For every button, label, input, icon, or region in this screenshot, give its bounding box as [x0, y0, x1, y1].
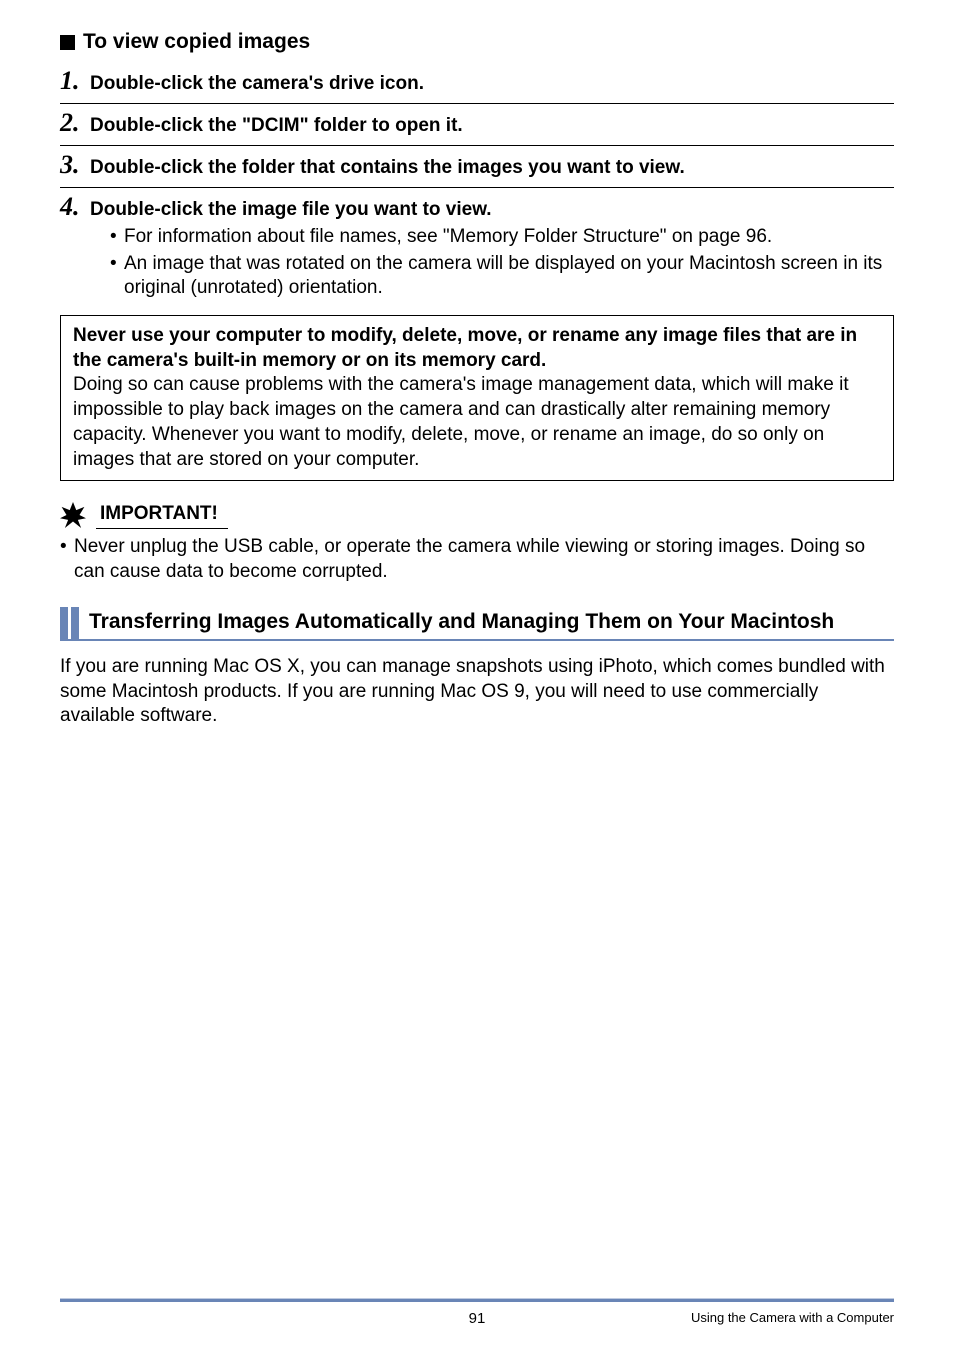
footer-rule [60, 1298, 894, 1302]
step-divider [60, 103, 894, 104]
warning-rest: Doing so can cause problems with the cam… [73, 374, 849, 469]
step-text: Double-click the camera's drive icon. [90, 73, 424, 95]
footer-row: 91 Using the Camera with a Computer [60, 1310, 894, 1327]
step-line: 2. Double-click the "DCIM" folder to ope… [60, 110, 894, 137]
step-line: 4. Double-click the image file you want … [60, 194, 894, 221]
step-1: 1. Double-click the camera's drive icon. [60, 68, 894, 95]
page-number: 91 [469, 1310, 486, 1327]
warning-bold: Never use your computer to modify, delet… [73, 325, 857, 371]
step-number: 1. [60, 68, 82, 94]
important-bullets: Never unplug the USB cable, or operate t… [60, 535, 894, 584]
step-text: Double-click the "DCIM" folder to open i… [90, 115, 463, 137]
step-line: 3. Double-click the folder that contains… [60, 152, 894, 179]
step-number: 4. [60, 194, 82, 220]
step-number: 2. [60, 110, 82, 136]
section-title-text: Transferring Images Automatically and Ma… [79, 607, 834, 639]
section-head-text: To view copied images [83, 30, 310, 54]
starburst-icon [60, 502, 86, 528]
step-number: 3. [60, 152, 82, 178]
step-4-bullets: For information about file names, see "M… [110, 225, 894, 301]
body-paragraph: If you are running Mac OS X, you can man… [60, 655, 894, 729]
warning-box: Never use your computer to modify, delet… [60, 315, 894, 481]
title-bar-icon [60, 607, 68, 639]
step-divider [60, 187, 894, 188]
step-line: 1. Double-click the camera's drive icon. [60, 68, 894, 95]
section-title: Transferring Images Automatically and Ma… [60, 607, 894, 641]
bullet-item: An image that was rotated on the camera … [110, 252, 894, 301]
page-footer: 91 Using the Camera with a Computer [60, 1298, 894, 1327]
step-divider [60, 145, 894, 146]
important-block: IMPORTANT! Never unplug the USB cable, o… [60, 501, 894, 584]
important-label: IMPORTANT! [96, 501, 228, 529]
important-head: IMPORTANT! [60, 501, 894, 529]
step-2: 2. Double-click the "DCIM" folder to ope… [60, 110, 894, 137]
title-bar-icon [71, 607, 79, 639]
section-head: To view copied images [60, 30, 894, 54]
bullet-item: Never unplug the USB cable, or operate t… [60, 535, 894, 584]
step-text: Double-click the folder that contains th… [90, 157, 685, 179]
bullet-item: For information about file names, see "M… [110, 225, 894, 250]
step-4: 4. Double-click the image file you want … [60, 194, 894, 301]
step-3: 3. Double-click the folder that contains… [60, 152, 894, 179]
step-text: Double-click the image file you want to … [90, 199, 492, 221]
square-bullet-icon [60, 35, 75, 50]
footer-section-name: Using the Camera with a Computer [691, 1310, 894, 1325]
